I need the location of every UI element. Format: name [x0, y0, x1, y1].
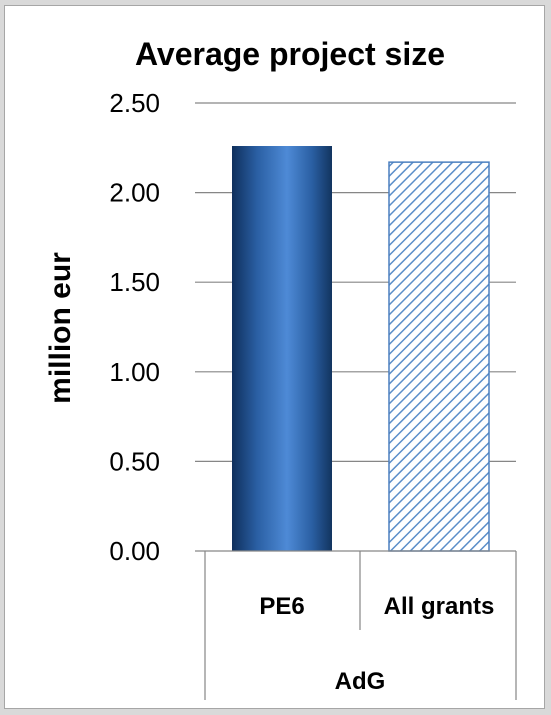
y-tick-label: 0.00 — [109, 536, 160, 566]
y-tick-label: 2.00 — [109, 178, 160, 208]
x-tick-label: PE6 — [259, 593, 304, 620]
x-group-label: AdG — [335, 668, 386, 695]
x-tick-label: All grants — [384, 593, 495, 620]
chart-title: Average project size — [135, 36, 445, 72]
x-axis: PE6 All grants AdG — [195, 550, 517, 700]
y-tick-label: 2.50 — [109, 88, 160, 118]
y-tick-label: 1.00 — [109, 357, 160, 387]
bar-all-grants — [388, 161, 490, 552]
y-axis-label: million eur — [44, 252, 77, 404]
bar-pe6 — [232, 146, 332, 551]
bars — [232, 146, 490, 552]
y-tick-label: 0.50 — [109, 446, 160, 476]
y-axis-ticks: 0.00 0.50 1.00 1.50 2.00 2.50 — [109, 88, 160, 566]
y-tick-label: 1.50 — [109, 267, 160, 297]
